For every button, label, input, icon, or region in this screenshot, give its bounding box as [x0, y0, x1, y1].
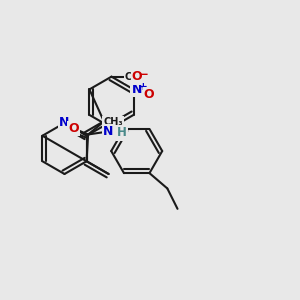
Text: N: N: [131, 83, 142, 96]
Text: −: −: [139, 68, 149, 81]
Text: CH₃: CH₃: [103, 117, 123, 127]
Text: O: O: [68, 122, 79, 135]
Text: O: O: [132, 70, 142, 83]
Text: CH₃: CH₃: [125, 72, 145, 82]
Text: N: N: [59, 116, 70, 130]
Text: H: H: [117, 127, 127, 140]
Text: O: O: [144, 88, 154, 101]
Text: N: N: [103, 125, 114, 138]
Text: +: +: [139, 82, 148, 92]
